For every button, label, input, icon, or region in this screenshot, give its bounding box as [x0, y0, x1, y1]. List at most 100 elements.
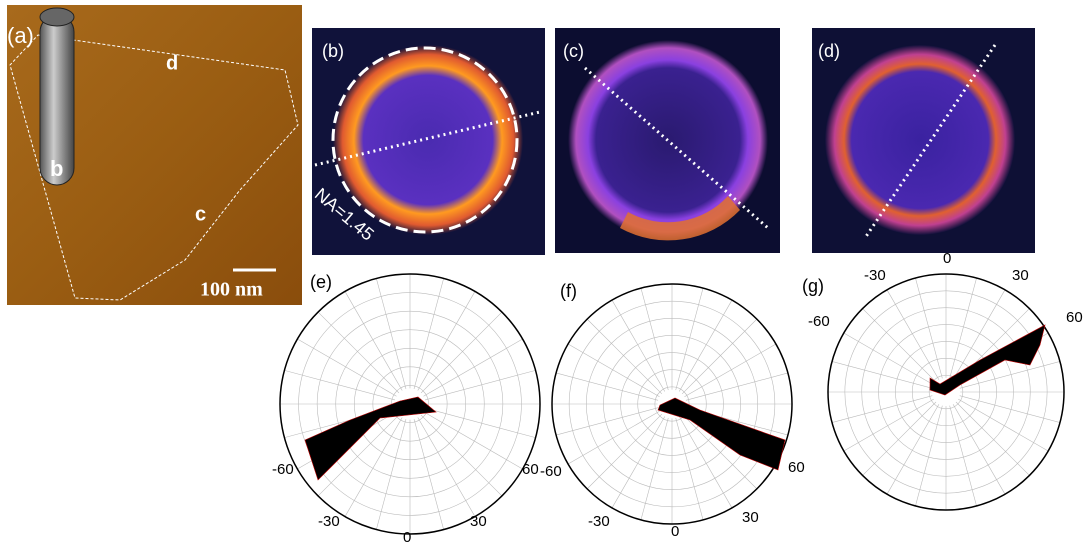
polarization-line	[863, 44, 997, 239]
grid	[958, 398, 1049, 452]
grid	[886, 289, 940, 380]
grid	[556, 407, 659, 436]
grid	[567, 410, 660, 465]
grid	[413, 278, 444, 390]
polar-e	[279, 273, 541, 535]
panel-label: (f)	[560, 281, 577, 301]
grid	[681, 318, 758, 395]
grid	[949, 277, 977, 379]
polarization-line	[314, 110, 541, 167]
grid	[952, 289, 1006, 380]
grid	[685, 372, 788, 401]
grid	[831, 361, 933, 389]
ring	[825, 45, 1015, 235]
grid	[843, 398, 934, 452]
grid	[862, 401, 937, 476]
angle-label: 0	[943, 250, 951, 267]
tip-top	[39, 7, 75, 27]
marker: c	[195, 203, 206, 225]
grid	[376, 418, 407, 530]
grid	[862, 308, 937, 383]
grid	[413, 418, 444, 530]
angle-label: -30	[864, 267, 886, 284]
grid	[279, 273, 541, 535]
grid	[640, 288, 669, 391]
grid	[640, 417, 669, 520]
grid	[423, 338, 523, 397]
lobe	[929, 324, 1046, 396]
grid	[551, 283, 793, 525]
panel-label: (b)	[322, 41, 344, 61]
grid	[376, 278, 407, 390]
angle-label: 30	[742, 509, 759, 526]
angle-label: 30	[1012, 267, 1029, 284]
panel-label: (a)	[7, 23, 34, 48]
grid	[284, 370, 396, 401]
panel-c: (c)	[555, 28, 780, 253]
polar-f	[551, 283, 793, 525]
lobe	[657, 397, 786, 471]
grid	[678, 416, 733, 509]
grid	[344, 417, 403, 517]
grid	[417, 417, 476, 517]
grid	[420, 414, 503, 497]
grid	[684, 343, 777, 398]
angle-label: 30	[470, 513, 487, 530]
grid	[417, 291, 476, 391]
grid	[675, 288, 704, 391]
grid	[681, 413, 758, 490]
grid	[567, 343, 660, 398]
angle-label: -60	[540, 463, 562, 480]
grid	[317, 311, 400, 394]
grid	[678, 299, 733, 392]
scale-label: 100 nm	[200, 279, 263, 301]
polar-g	[827, 273, 1065, 511]
angle-label: 60	[788, 459, 805, 476]
grid	[915, 277, 943, 379]
ring	[333, 45, 523, 235]
panel-b: (b) NA=1.45	[311, 28, 545, 255]
angle-label: -60	[272, 461, 294, 478]
grid	[317, 414, 400, 497]
angle-label: -30	[318, 513, 340, 530]
grid	[949, 405, 977, 507]
grid	[424, 407, 536, 438]
panel-label: (e)	[310, 272, 332, 292]
grid	[611, 416, 666, 509]
grid	[556, 372, 659, 401]
angle-label: 60	[522, 461, 539, 478]
panel-a: (a) d b c 100 nm	[7, 5, 302, 305]
grid	[831, 395, 933, 423]
bright-arc	[620, 196, 740, 241]
grid	[827, 273, 1065, 511]
grid	[915, 405, 943, 507]
grid	[955, 401, 1030, 476]
angle-label: 0	[403, 529, 411, 546]
angle-label: 0	[671, 523, 679, 540]
panel-d: (d)	[812, 28, 1035, 253]
lobe	[304, 396, 437, 481]
angle-label: 60	[1066, 309, 1083, 326]
angle-label: -60	[808, 313, 830, 330]
grid	[586, 318, 663, 395]
panel-label: (c)	[563, 41, 584, 61]
grid	[420, 311, 503, 394]
grid	[586, 413, 663, 490]
polarization-line	[584, 66, 769, 230]
grid	[344, 291, 403, 391]
marker: d	[166, 52, 178, 74]
grid	[611, 299, 666, 392]
marker: b	[50, 156, 63, 181]
angle-label: -30	[588, 513, 610, 530]
grid	[424, 370, 536, 401]
grid	[843, 332, 934, 386]
grid	[297, 338, 397, 397]
flake-outline	[9, 34, 299, 301]
grid	[952, 404, 1006, 495]
grid	[959, 361, 1061, 389]
grid	[959, 395, 1061, 423]
grid	[675, 417, 704, 520]
na-circle	[331, 46, 519, 234]
panel-label: (g)	[802, 276, 824, 296]
